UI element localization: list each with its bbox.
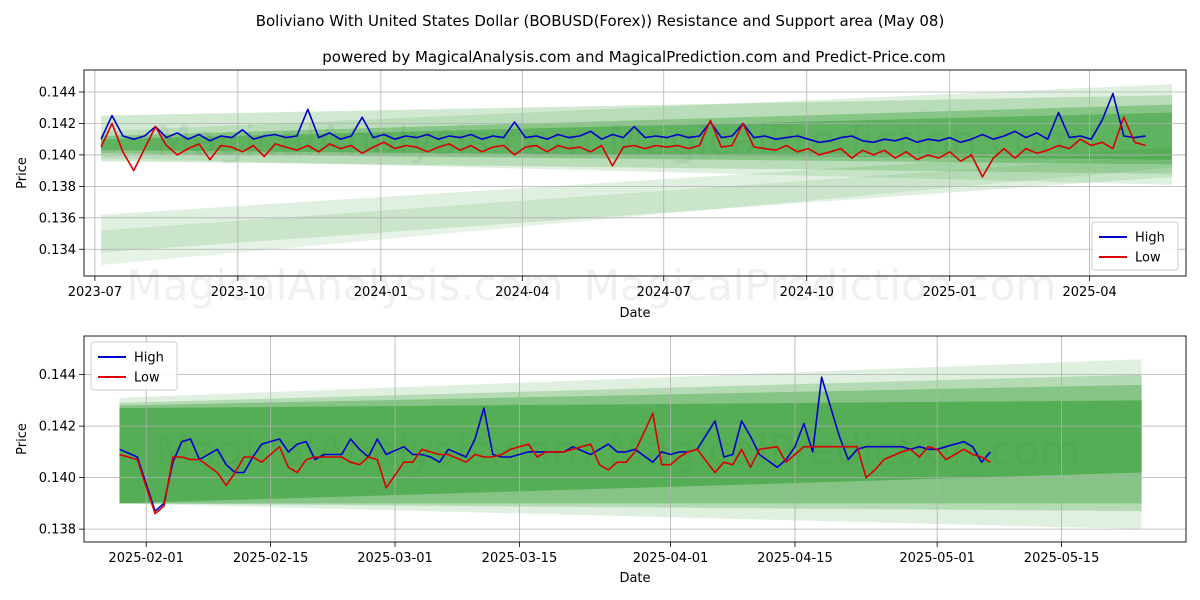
x-tick-label: 2025-05-15 <box>1024 551 1100 566</box>
x-tick-label: 2024-01 <box>354 285 408 300</box>
watermark-prediction-top: MagicalPrediction.com <box>584 261 1057 310</box>
x-axis-label: Date <box>619 571 650 586</box>
legend-label-high: High <box>134 351 164 366</box>
y-tick-label: 0.138 <box>39 523 76 538</box>
x-tick-label: 2025-04-01 <box>633 551 709 566</box>
y-axis-label: Price <box>15 157 30 189</box>
support-resistance-band <box>101 147 1173 253</box>
x-tick-label: 2023-07 <box>68 285 122 300</box>
support-resistance-band <box>101 95 1173 174</box>
x-tick-label: 2024-10 <box>780 285 834 300</box>
y-tick-label: 0.134 <box>39 243 76 258</box>
x-tick-label: 2025-03-15 <box>482 551 558 566</box>
x-tick-label: 2025-03-01 <box>357 551 433 566</box>
x-tick-label: 2025-02-15 <box>233 551 309 566</box>
series-group <box>119 376 992 515</box>
legend: High Low <box>90 341 178 391</box>
y-tick-label: 0.140 <box>39 471 76 486</box>
bottom-panel: MagicalAnalysis.comMagicalPrediction.com… <box>15 335 1187 586</box>
legend-label-high: High <box>1135 231 1165 246</box>
legend-label-low: Low <box>134 371 160 386</box>
watermark-prediction: MagicalPrediction.com <box>608 116 1081 165</box>
y-tick-label: 0.140 <box>39 148 76 163</box>
y-tick-label: 0.144 <box>39 368 76 383</box>
y-tick-label: 0.142 <box>39 117 76 132</box>
x-tick-label: 2025-05-01 <box>899 551 975 566</box>
x-axis-label: Date <box>619 306 650 321</box>
top-panel: MagicalAnalysis.com MagicalPrediction.com… <box>15 69 1187 321</box>
series-line-low <box>119 412 991 515</box>
plot-frame <box>83 69 1187 277</box>
plot-frame <box>83 335 1187 543</box>
x-tick-label: 2025-01 <box>923 285 977 300</box>
y-tick-label: 0.144 <box>39 86 76 101</box>
chart-subtitle: powered by MagicalAnalysis.com and Magic… <box>322 48 946 66</box>
x-tick-label: 2024-07 <box>637 285 691 300</box>
chart-title: Boliviano With United States Dollar (BOB… <box>256 12 945 30</box>
series-line-low <box>100 116 1146 178</box>
x-tick-label: 2025-04 <box>1062 285 1116 300</box>
watermark-analysis-top: MagicalAnalysis.com <box>127 261 564 310</box>
y-tick-label: 0.138 <box>39 180 76 195</box>
support-resistance-band <box>101 154 1173 265</box>
band-group <box>119 359 1142 530</box>
support-resistance-band <box>101 84 1173 185</box>
legend-label-low: Low <box>1135 251 1161 266</box>
watermark-analysis: MagicalAnalysis.com <box>156 116 593 165</box>
y-tick-label: 0.142 <box>39 420 76 435</box>
y-tick-label: 0.136 <box>39 211 76 226</box>
band-group <box>101 84 1173 265</box>
x-tick-label: 2024-04 <box>495 285 549 300</box>
x-tick-label: 2023-10 <box>211 285 265 300</box>
legend: High Low <box>1091 221 1179 271</box>
support-resistance-band <box>101 112 1173 160</box>
series-group <box>100 92 1146 178</box>
x-tick-label: 2025-02-01 <box>108 551 184 566</box>
series-line-high <box>100 92 1146 144</box>
x-tick-label: 2025-04-15 <box>757 551 833 566</box>
y-axis-label: Price <box>15 423 30 455</box>
